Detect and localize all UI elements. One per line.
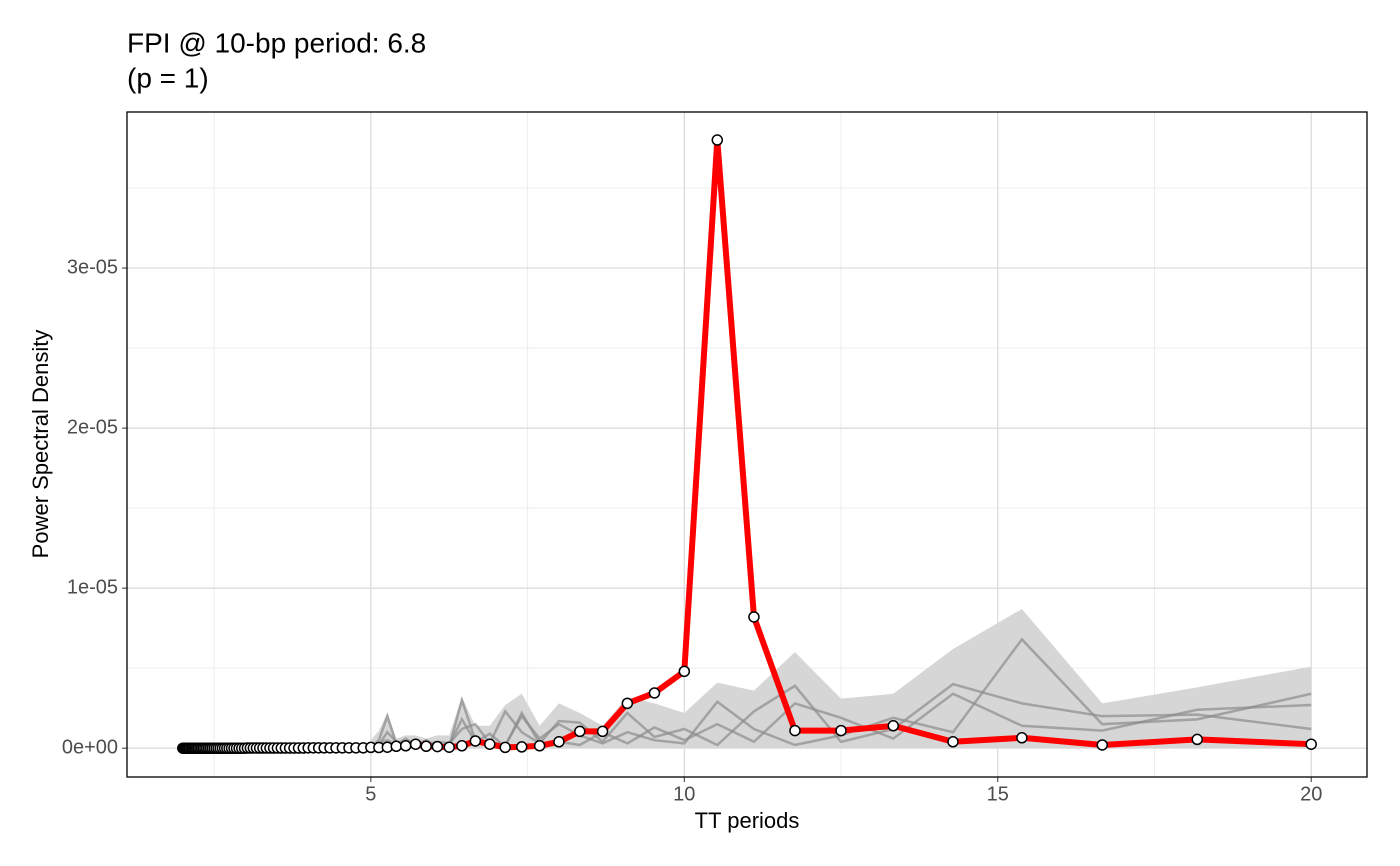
point [431,740,444,753]
point [420,740,432,753]
point [678,665,691,678]
point [1016,732,1028,744]
y-tick-label: 1e-05 [67,576,118,598]
point [390,740,403,753]
point [1096,739,1109,751]
point [835,724,847,737]
point [748,611,760,623]
point [553,736,565,748]
point [621,697,634,710]
x-axis-label: TT periods [695,808,800,833]
y-tick-label: 3e-05 [67,256,118,278]
point [1191,733,1203,746]
point [499,741,511,754]
point [789,724,801,737]
point [596,725,609,738]
series-line [181,137,1312,752]
point [443,741,455,753]
y-tick-label: 0e+00 [62,736,118,758]
point [648,687,661,699]
x-tick-label: 20 [1300,783,1322,805]
point [1305,738,1317,750]
point [887,720,900,732]
y-tick-label: 2e-05 [67,416,118,438]
point [409,738,422,750]
chart-title: FPI @ 10-bp period: 6.8 [127,27,426,58]
point [516,741,528,753]
point [533,740,546,752]
x-tick-label: 5 [365,783,376,805]
point [947,736,959,748]
x-tick-label: 10 [673,783,695,805]
point [456,740,468,752]
point [399,740,412,752]
x-tick-label: 15 [987,783,1009,805]
point [469,735,482,747]
point [484,738,496,750]
point [711,134,724,146]
y-axis-label: Power Spectral Density [28,330,53,559]
point [574,725,586,738]
null-band [370,608,1312,749]
plot-border [126,111,1368,778]
chart-subtitle: (p = 1) [127,62,209,93]
